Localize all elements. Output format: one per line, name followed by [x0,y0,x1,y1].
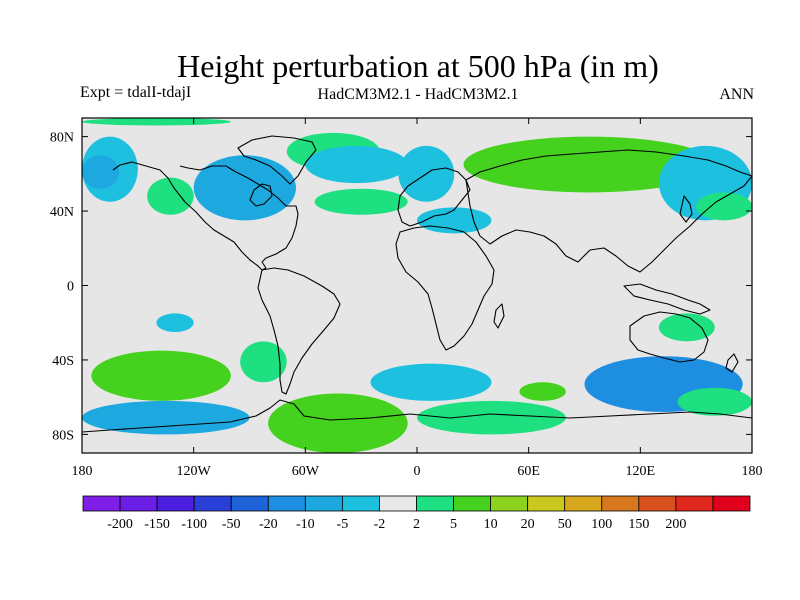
lon-tick-label: 0 [414,464,421,479]
anomaly-region-13 [156,313,194,333]
colorbar-label: 10 [484,517,498,532]
lon-tick-label: 180 [742,464,763,479]
colorbar-swatch [453,495,492,512]
coastline-hudson [249,183,273,207]
colorbar-label: 50 [558,517,572,532]
anomaly-region-2 [193,155,297,221]
coastline-north-america [112,161,299,271]
lat-tick-label: 80S [52,428,74,443]
anomaly-region-5 [82,118,231,126]
colorbar-swatch [156,495,195,512]
colorbar-label: 5 [450,517,457,532]
colorbar-label: -100 [181,517,207,532]
coastlines [82,135,752,433]
coastline-europe [397,167,471,227]
anomaly-region-8 [463,136,715,193]
colorbar: -200 -150 -100 -50 -20 -10 -5 -2 2 5 10 20 50 100 150 2… [82,495,751,532]
colorbar-swatch [675,495,714,512]
colorbar-swatch [341,495,380,512]
lon-tick-label: 60E [517,464,540,479]
colorbar-swatch [230,495,269,512]
lat-tick-label: 40S [52,354,74,369]
coastline-south-america [257,267,341,395]
coastline-africa [395,225,495,351]
anomaly-region-15 [240,341,287,383]
lat-tick-label: 0 [67,280,74,295]
plot-title: Height perturbation at 500 hPa (in m) [177,48,659,84]
anomaly-region-1 [82,155,120,189]
lat-tick-label: 40N [50,205,74,220]
coastline-asia [465,149,752,273]
lat-tick-label: 80N [50,131,74,146]
colorbar-label: 150 [628,517,649,532]
map-axes: 80N 40N 0 40S 80S 180 120W 60W 0 60E 120E 180 [50,118,763,479]
anomaly-region-19 [417,400,566,435]
lon-tick-label: 180 [72,464,93,479]
colorbar-swatch [379,495,417,512]
colorbar-swatch [82,495,121,512]
colorbar-label: 20 [521,517,535,532]
anomaly-region-12 [696,192,752,221]
colorbar-swatch [416,495,454,512]
colorbar-swatch [304,495,343,512]
colorbar-label: -200 [107,517,133,532]
colorbar-swatch [712,495,751,512]
colorbar-label: -20 [259,517,278,532]
colorbar-label: 200 [665,517,686,532]
colorbar-swatch [527,495,566,512]
lon-tick-label: 120E [626,464,656,479]
colorbar-swatch [601,495,640,512]
anomaly-region-6 [305,145,408,184]
lon-tick-label: 120W [177,464,212,479]
colorbar-label: -2 [374,517,386,532]
colorbar-label: -10 [296,517,315,532]
coastline-new-zealand [725,353,739,373]
colorbar-swatch [193,495,232,512]
anomaly-region-23 [658,313,715,342]
coastline-madagascar [493,303,505,329]
colorbar-label: -150 [144,517,170,532]
coastline-japan [679,195,693,223]
colorbar-swatch [638,495,677,512]
anomaly-region-20 [519,382,566,401]
season-label: ANN [719,86,754,103]
colorbar-swatch [119,495,158,512]
anomaly-region-22 [677,387,752,416]
anomaly-region-16 [82,400,250,435]
anomaly-layer [82,118,752,453]
colorbar-label: -5 [337,517,349,532]
colorbar-swatch [267,495,306,512]
lon-tick-label: 60W [292,464,320,479]
anomaly-region-17 [268,393,408,453]
model-label: HadCM3M2.1 - HadCM3M2.1 [317,86,519,103]
anomaly-region-7 [314,188,408,215]
anomaly-region-18 [370,363,492,401]
colorbar-label: -50 [222,517,241,532]
colorbar-label: 2 [413,517,420,532]
anomaly-region-4 [147,177,194,215]
coastline-antarctica [82,399,752,433]
colorbar-swatch [564,495,603,512]
coastline-se-asia [623,283,711,315]
colorbar-label: 100 [591,517,612,532]
coastline-greenland [237,135,317,185]
experiment-label: Expt = tdalI-tdajI [80,84,192,101]
colorbar-swatch [490,495,529,512]
anomaly-region-14 [91,350,231,401]
coastline-australia [629,311,709,363]
